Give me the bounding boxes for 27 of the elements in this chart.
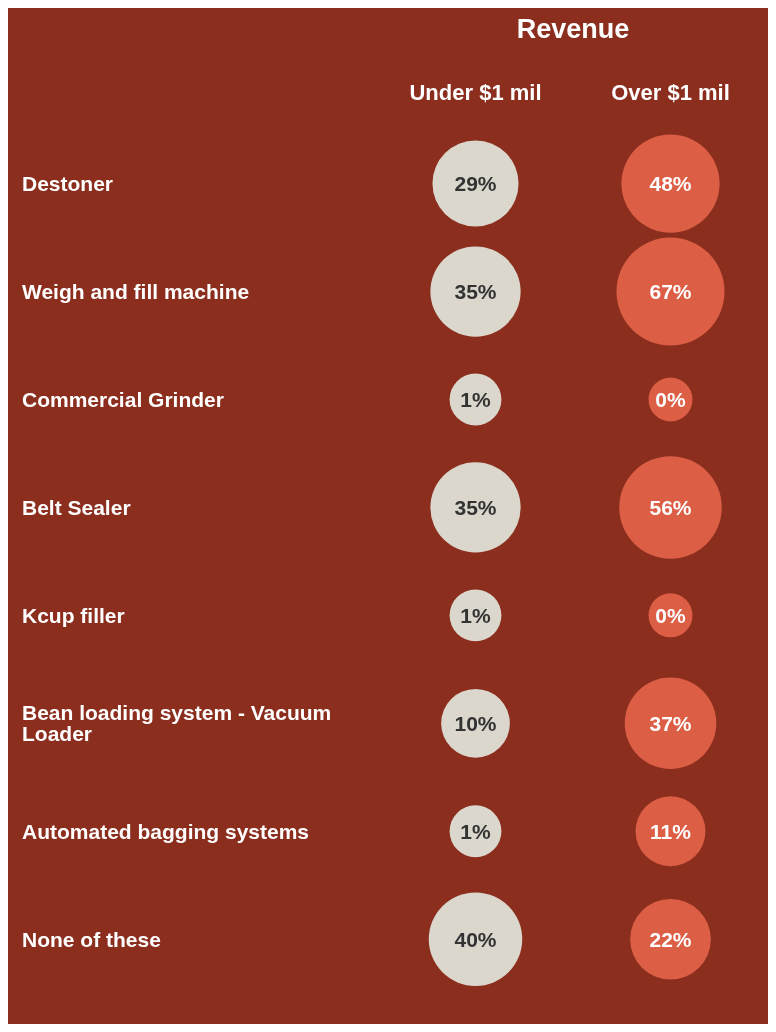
data-label: 10% <box>454 711 497 735</box>
chart-title: Revenue <box>515 14 631 45</box>
data-label: 0% <box>655 387 686 411</box>
data-label: 1% <box>460 603 491 627</box>
data-label: 11% <box>650 819 692 843</box>
x-tick-label: Over $1 mil <box>611 80 730 105</box>
x-tick-label: Under $1 mil <box>409 80 542 105</box>
y-tick-label: Weigh and fill machine <box>22 279 250 303</box>
y-tick-label: Bean loading system - Vacuum Loader <box>22 701 332 746</box>
data-label: 48% <box>649 172 692 196</box>
data-label: 1% <box>460 819 491 843</box>
data-label: 40% <box>454 927 497 951</box>
data-label: 56% <box>649 495 692 519</box>
data-label: 67% <box>649 279 692 303</box>
data-label: 22% <box>649 927 692 951</box>
y-tick-label: Automated bagging systems <box>22 819 310 843</box>
data-label: 37% <box>649 711 692 735</box>
y-tick-label: Kcup filler <box>22 603 125 627</box>
y-tick-label: Commercial Grinder <box>22 387 224 411</box>
data-label: 29% <box>454 172 497 196</box>
y-tick-label: None of these <box>22 927 161 951</box>
data-label: 35% <box>454 279 497 303</box>
y-tick-label: Belt Sealer <box>22 495 131 519</box>
data-label: 35% <box>454 495 497 519</box>
data-label: 0% <box>655 603 686 627</box>
data-label: 1% <box>460 387 491 411</box>
y-tick-label: Destoner <box>22 172 114 196</box>
